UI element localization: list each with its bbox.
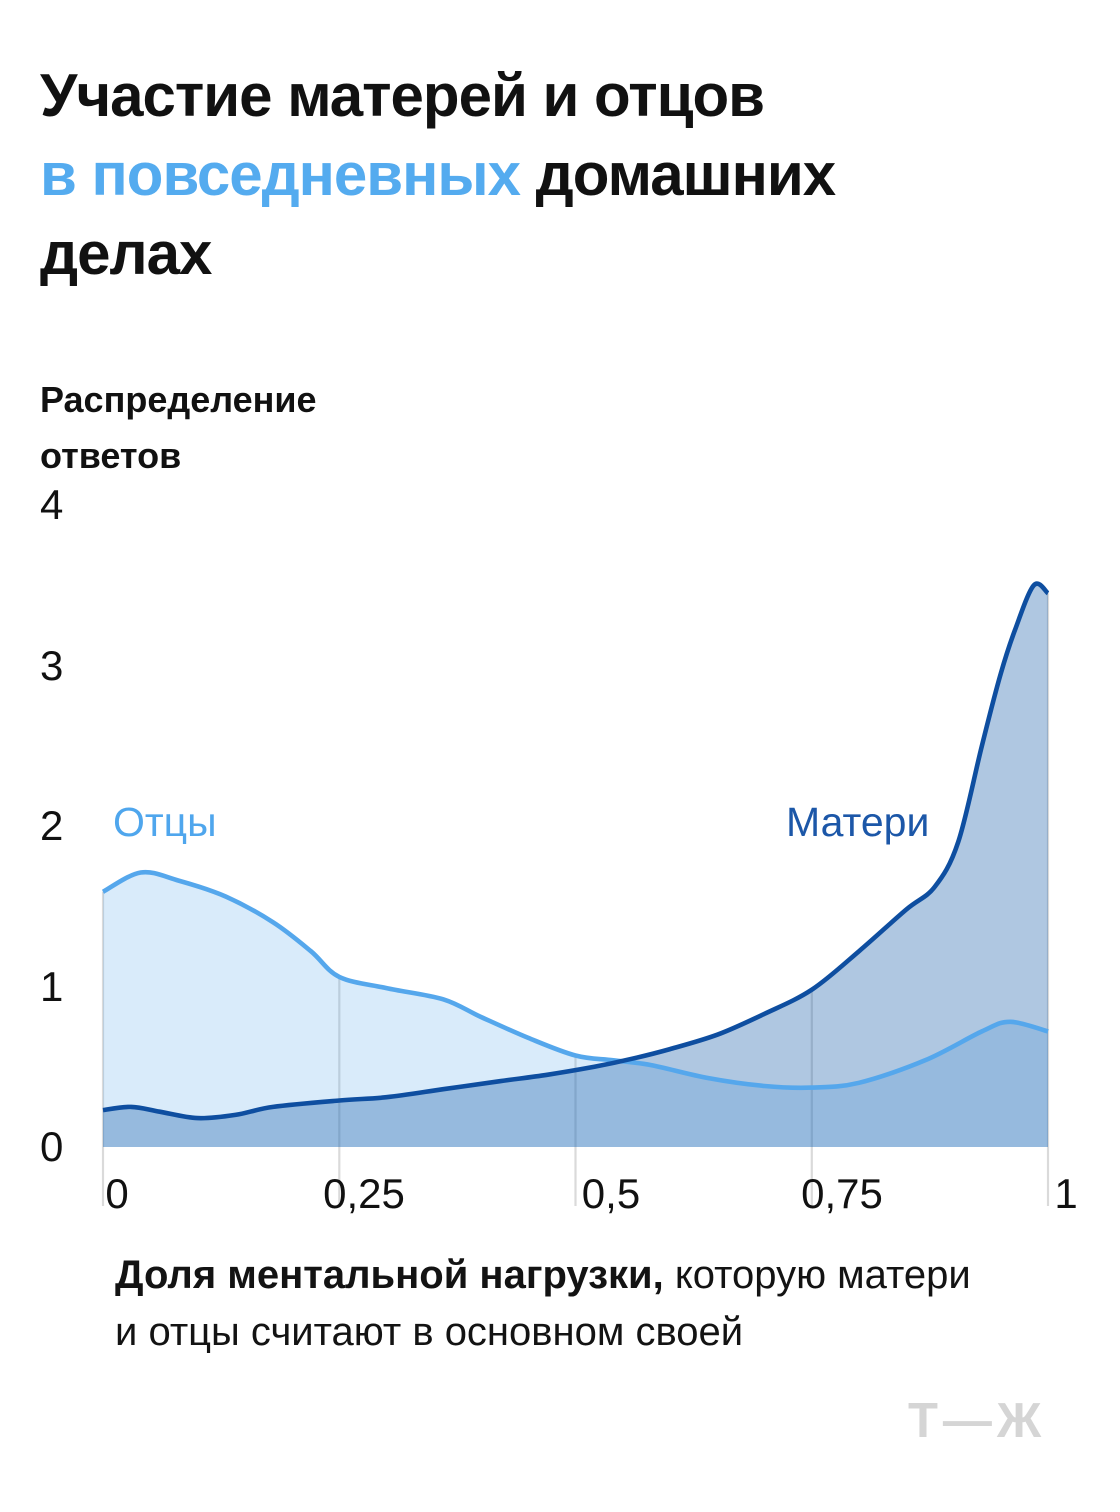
- caption-bold: Доля ментальной нагрузки,: [115, 1253, 664, 1297]
- title-accent: в повседневных: [40, 141, 521, 208]
- x-tick-0-75: 0,75: [801, 1170, 883, 1217]
- caption-line-2: и отцы считают в основном своей: [115, 1310, 744, 1354]
- mothers-area-fill: [103, 583, 1048, 1147]
- y-tick-3: 3: [40, 642, 64, 689]
- y-tick-4: 4: [40, 481, 64, 528]
- fathers-area-fill: [103, 872, 1048, 1147]
- x-tick-1: 1: [1054, 1170, 1078, 1217]
- title-line-2: в повседневных домашних: [40, 135, 836, 214]
- y-axis-title-line-2: ответов: [40, 435, 182, 476]
- x-axis-caption: Доля ментальной нагрузки, которую матери…: [115, 1247, 971, 1361]
- x-tick-0-25: 0,25: [323, 1170, 405, 1217]
- caption-rest: которую матери: [663, 1253, 971, 1297]
- mothers-density-curve: [102, 581, 1050, 1121]
- y-axis-title: Распределение ответов: [40, 372, 317, 484]
- caption-line-1: Доля ментальной нагрузки, которую матери: [115, 1247, 971, 1304]
- y-tick-1: 1: [40, 963, 64, 1010]
- y-axis-title-line-1: Распределение: [40, 379, 317, 420]
- fathers-density-curve: [101, 869, 1049, 1091]
- y-tick-0: 0: [40, 1123, 64, 1170]
- y-tick-2: 2: [40, 802, 64, 849]
- tj-brand-logo: Т—Ж: [908, 1394, 1047, 1448]
- x-tick-0: 0: [105, 1170, 129, 1217]
- title-line-3: делах: [40, 220, 212, 287]
- mothers-series-label: Матери: [786, 799, 930, 845]
- title-line-2-rest: домашних: [520, 141, 836, 208]
- x-tick-0-5: 0,5: [581, 1170, 641, 1217]
- title-line-1: Участие матерей и отцов: [40, 62, 765, 129]
- fathers-series-label: Отцы: [113, 799, 217, 845]
- page-title: Участие матерей и отцов в повседневных д…: [40, 56, 836, 293]
